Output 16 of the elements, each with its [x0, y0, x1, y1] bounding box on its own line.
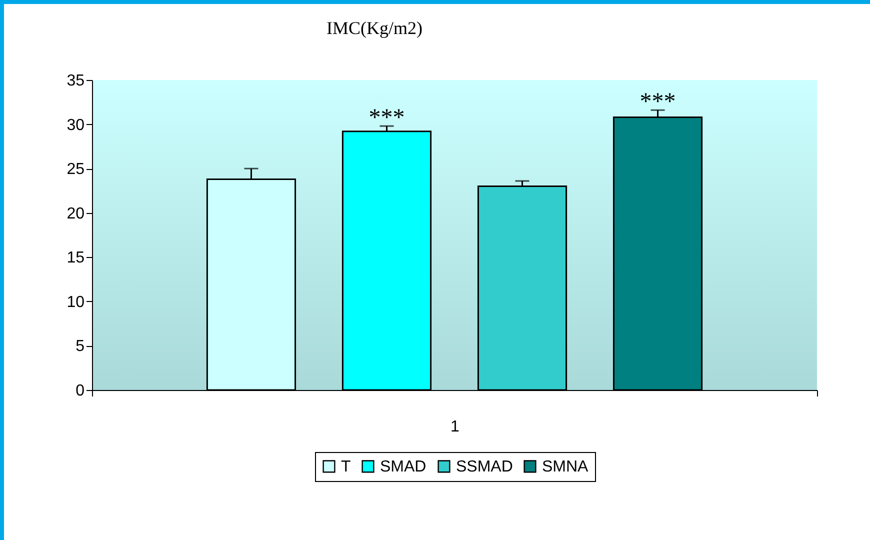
- annotation: ***: [640, 89, 676, 116]
- y-tick-label: 20: [66, 205, 85, 222]
- legend-label: SSMAD: [456, 458, 513, 476]
- legend-label: SMNA: [542, 458, 589, 476]
- legend-label: SMAD: [380, 458, 426, 476]
- y-tick-label: 0: [76, 382, 85, 400]
- x-tick-label: 1: [450, 418, 460, 436]
- y-tick-label: 10: [66, 294, 85, 311]
- y-tick-label: 25: [66, 161, 85, 178]
- legend-label: T: [341, 458, 351, 476]
- y-tick-label: 15: [66, 250, 85, 267]
- y-tick-label: 5: [76, 338, 85, 356]
- chart-title: IMC(Kg/m2): [326, 18, 422, 38]
- y-tick-label: 30: [66, 116, 85, 134]
- annotation: ***: [368, 105, 405, 132]
- y-tick-label: 35: [66, 72, 85, 90]
